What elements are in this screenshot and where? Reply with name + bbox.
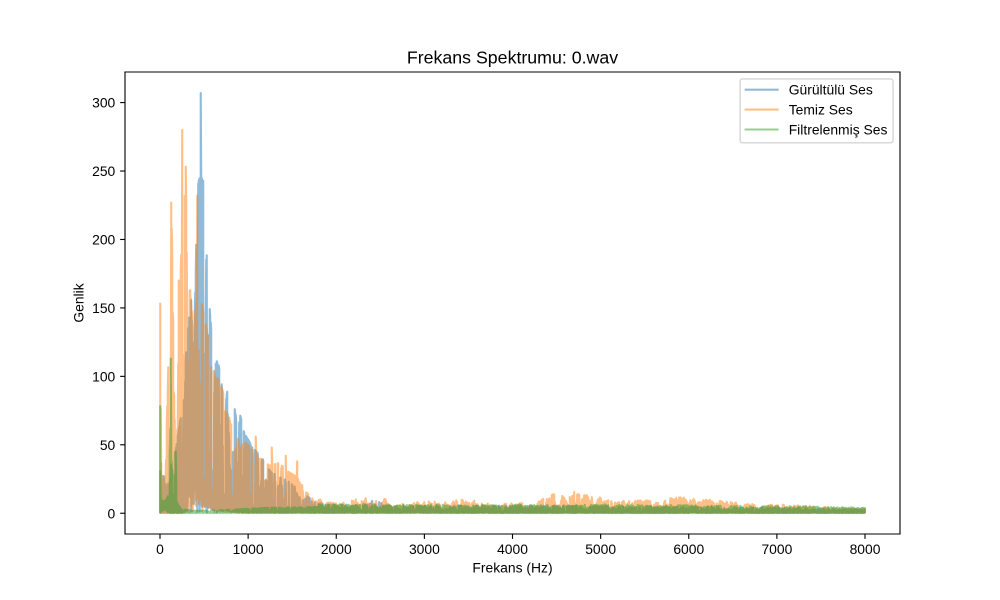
svg-text:50: 50 — [100, 437, 116, 453]
svg-text:4000: 4000 — [497, 541, 528, 557]
svg-text:Frekans (Hz): Frekans (Hz) — [472, 559, 552, 575]
svg-text:8000: 8000 — [850, 541, 881, 557]
svg-text:7000: 7000 — [761, 541, 792, 557]
svg-text:250: 250 — [92, 163, 115, 179]
svg-text:2000: 2000 — [321, 541, 352, 557]
svg-text:5000: 5000 — [585, 541, 616, 557]
svg-text:6000: 6000 — [673, 541, 704, 557]
svg-text:1000: 1000 — [233, 541, 264, 557]
svg-text:100: 100 — [92, 368, 115, 384]
svg-text:Frekans Spektrumu: 0.wav: Frekans Spektrumu: 0.wav — [407, 48, 618, 68]
svg-text:Genlik: Genlik — [71, 283, 87, 322]
svg-text:Gürültülü Ses: Gürültülü Ses — [789, 82, 873, 98]
svg-text:300: 300 — [92, 95, 115, 111]
svg-text:Temiz Ses: Temiz Ses — [789, 101, 853, 117]
svg-text:150: 150 — [92, 300, 115, 316]
svg-text:0: 0 — [108, 505, 116, 521]
svg-text:Filtrelenmiş Ses: Filtrelenmiş Ses — [789, 121, 888, 137]
svg-text:3000: 3000 — [409, 541, 440, 557]
svg-text:0: 0 — [156, 541, 164, 557]
svg-text:200: 200 — [92, 232, 115, 248]
